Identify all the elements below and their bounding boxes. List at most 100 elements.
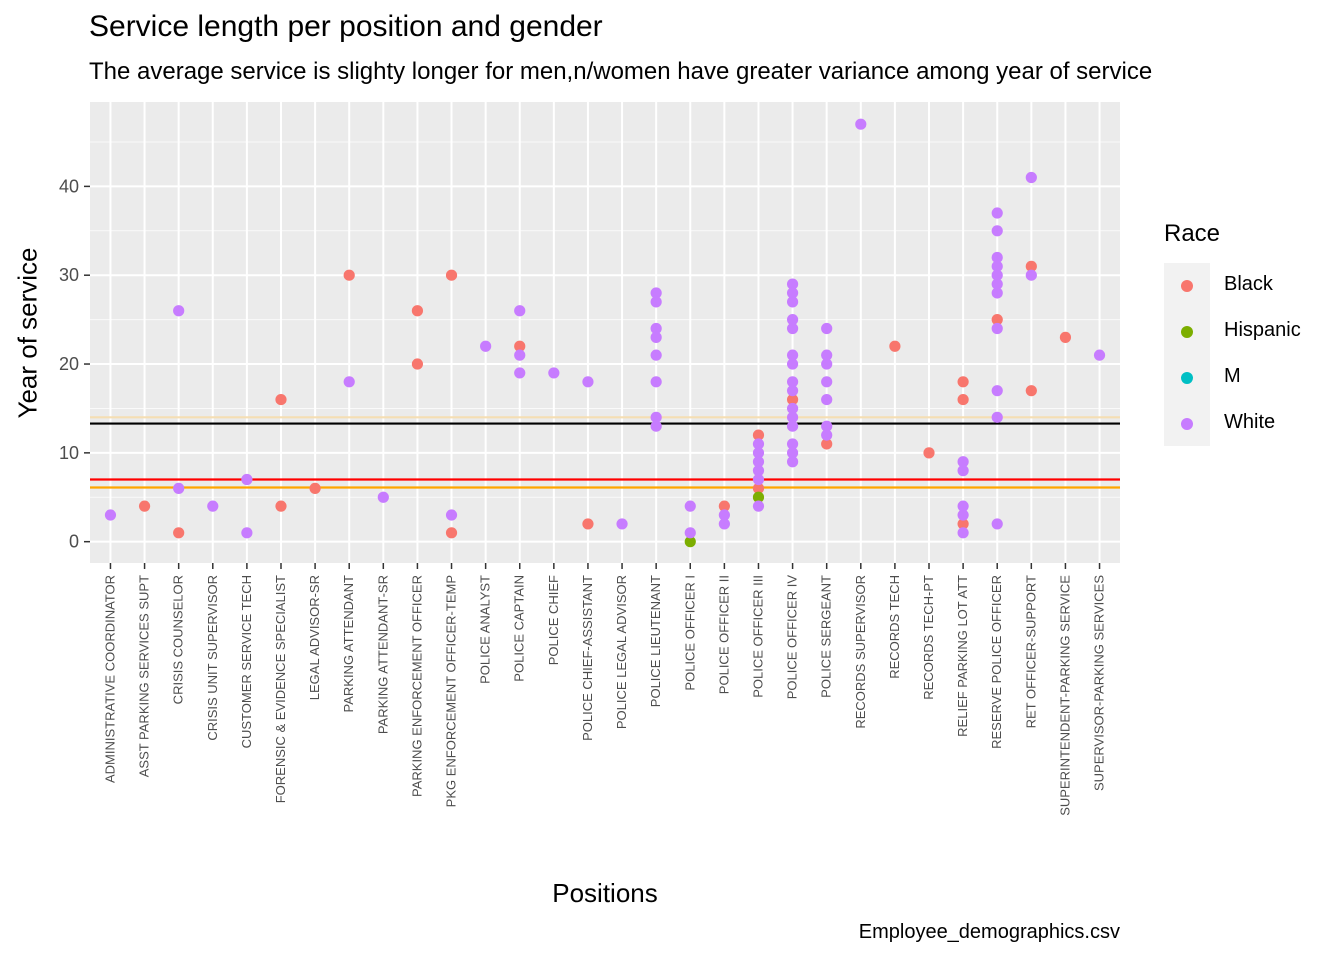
data-point-white [991,251,1003,264]
data-point-black [957,518,969,530]
data-point-white [650,376,662,388]
x-tick-label: POLICE CAPTAIN [512,575,527,682]
data-point-white [991,207,1003,219]
legend-key-background [1164,263,1210,446]
data-point-white [514,305,526,317]
x-tick-label: RESERVE POLICE OFFICER [989,575,1004,749]
data-point-white [650,411,662,423]
data-point-white [786,385,799,397]
x-tick-label: PARKING ENFORCEMENT OFFICER [409,575,424,797]
data-point-white [548,367,560,379]
x-tick-label: SUPERINTENDENT-PARKING SERVICE [1057,575,1072,816]
data-point-white [821,376,833,388]
data-point-white [343,376,355,388]
y-tick-label: 30 [59,265,79,285]
x-tick-label: RECORDS SUPERVISOR [853,575,868,729]
legend-dot-white [1181,418,1193,430]
data-point-white [1025,171,1037,184]
data-point-black [343,269,355,281]
data-point-white [718,509,730,521]
data-point-black [718,500,730,512]
x-tick-label: CUSTOMER SERVICE TECH [239,575,254,748]
x-tick-label: POLICE SERGEANT [819,575,834,698]
data-point-white [752,438,765,450]
data-point-white [241,473,253,486]
data-point-white [786,420,799,432]
data-point-white [821,429,833,441]
legend-label-hispanic: Hispanic [1224,319,1301,341]
legend-label-black: Black [1224,273,1273,295]
x-tick-label: LEGAL ADVISOR-SR [307,575,322,700]
x-tick-label: PKG ENFORCEMENT OFFICER-TEMP [444,575,459,807]
plot-panel [90,102,1120,563]
x-tick-label: POLICE ANALYST [478,575,493,684]
data-point-hispanic [684,536,696,548]
data-point-white [445,509,458,521]
data-point-white [650,420,662,432]
data-point-white [855,118,867,130]
legend: Race Black Hispanic M White [1164,220,1301,446]
legend-title: Race [1164,220,1221,247]
data-point-white [957,456,969,468]
data-point-white [514,367,526,379]
data-points [104,118,1106,548]
data-point-black [923,447,935,459]
data-point-white [786,411,799,423]
data-point-white [241,527,253,539]
data-point-white [821,420,833,432]
data-point-white [207,500,219,512]
x-tick-label: ADMINISTRATIVE COORDINATOR [102,575,117,783]
data-point-hispanic [752,491,765,503]
legend-label-white: White [1224,411,1276,433]
data-point-black [445,527,458,539]
data-point-white [650,331,662,343]
data-point-white [684,500,696,512]
data-point-white [821,358,833,370]
data-point-black [957,376,969,388]
data-point-white [991,411,1003,423]
data-point-black [138,500,151,512]
data-point-black [1025,385,1037,397]
data-point-white [786,402,799,415]
data-point-black [514,340,526,352]
data-point-white [786,447,799,459]
x-tick-label: PARKING ATTENDANT [341,575,356,713]
data-point-white [684,527,696,539]
x-axis-label: Positions [552,878,658,908]
data-point-white [991,385,1003,397]
y-tick-label: 0 [69,532,79,552]
data-point-white [786,358,799,370]
x-tick-label: POLICE OFFICER II [716,575,731,694]
data-point-white [991,260,1003,272]
legend-label-m: M [1224,365,1241,387]
data-point-white [821,349,833,361]
legend-item-m: M [1164,355,1324,401]
data-point-white [616,518,628,530]
data-point-white [752,456,765,468]
data-point-white [650,296,662,308]
x-tick-label: POLICE LIEUTENANT [648,575,663,707]
major-gridlines [90,102,1120,563]
y-tick-label: 20 [59,354,79,374]
data-point-white [821,393,833,406]
data-point-white [104,509,117,521]
x-tick-label: SUPERVISOR-PARKING SERVICES [1092,575,1107,791]
x-tick-label: RELIEF PARKING LOT ATT [955,575,970,737]
data-point-white [786,349,799,361]
data-point-white [786,278,799,290]
x-tick-label: POLICE CHIEF-ASSISTANT [580,575,595,741]
data-point-black [173,527,185,539]
data-point-black [275,393,287,406]
data-point-white [650,322,662,335]
legend-item-black: Black [1164,263,1324,309]
x-tick-label: ASST PARKING SERVICES SUPT [137,575,152,777]
x-tick-label: RECORDS TECH [887,575,902,679]
x-tick-label: POLICE CHIEF [546,575,561,665]
data-point-white [173,305,185,317]
data-point-white [786,438,799,450]
data-point-white [786,287,799,299]
data-point-black [752,482,765,494]
data-point-white [957,465,969,477]
x-tick-label: CRISIS UNIT SUPERVISOR [205,575,220,741]
